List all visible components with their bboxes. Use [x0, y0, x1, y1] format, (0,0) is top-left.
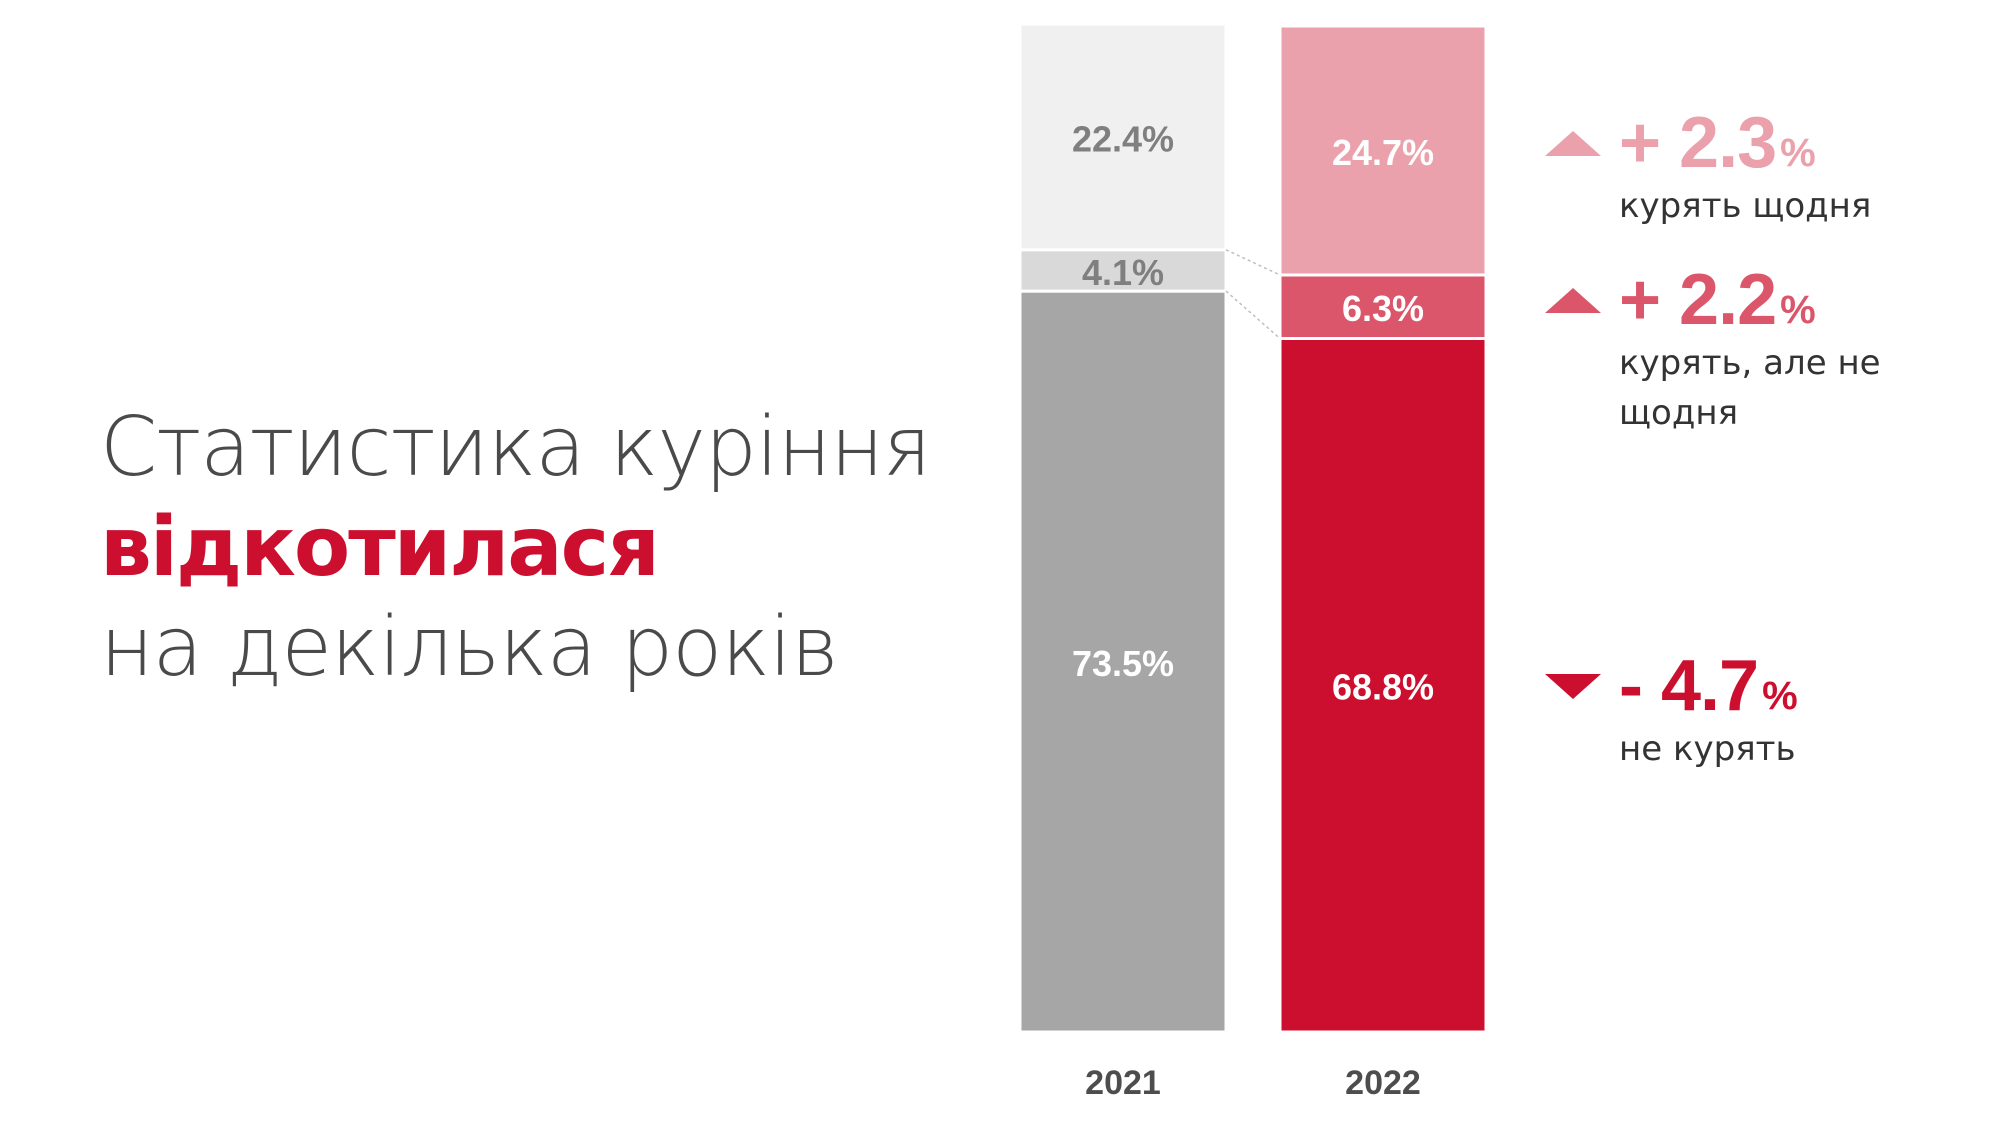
- data-label-2021-0: 73.5%: [1072, 643, 1174, 684]
- change-daily-desc: курять щодня: [1619, 186, 1872, 226]
- headline: Статистика куріння відкотилася на декіль…: [100, 398, 980, 698]
- change-non-smokers-row: - 4.7 %: [1545, 648, 1889, 724]
- change-non-daily-desc: курять, але не щодня: [1619, 343, 1881, 433]
- data-label-2022-1: 6.3%: [1342, 288, 1424, 329]
- change-daily-unit: %: [1780, 130, 1816, 175]
- change-non-smokers-value: - 4.7: [1619, 646, 1759, 726]
- bar-segment-2021-0: [1018, 289, 1228, 1034]
- change-daily-row: + 2.3 %: [1545, 105, 1889, 181]
- arrow-up-icon: [1545, 130, 1601, 156]
- data-label-2022-2: 24.7%: [1332, 132, 1434, 173]
- connector-line: [1225, 249, 1281, 276]
- year-label-2021: 2021: [1085, 1064, 1161, 1102]
- data-label-2021-1: 4.1%: [1082, 252, 1164, 293]
- headline-line-2: відкотилася: [100, 500, 660, 595]
- headline-line-1: Статистика куріння: [100, 400, 931, 495]
- change-non-smokers-desc: не курять: [1619, 729, 1796, 769]
- change-non-daily: + 2.2 % курять, але не щодня: [1545, 262, 1889, 438]
- change-non-daily-row: + 2.2 %: [1545, 262, 1889, 338]
- headline-line-3: на декілька років: [100, 600, 839, 695]
- bar-segment-2021-2: [1018, 22, 1228, 252]
- change-daily-value: + 2.3: [1619, 103, 1777, 183]
- change-daily: + 2.3 % курять щодня: [1545, 105, 1889, 231]
- bar-segment-2022-2: [1278, 24, 1488, 277]
- arrow-down-icon: [1545, 673, 1601, 699]
- change-non-smokers-unit: %: [1762, 673, 1798, 718]
- change-non-daily-unit: %: [1780, 287, 1816, 332]
- connector-line: [1225, 290, 1281, 340]
- year-label-2022: 2022: [1345, 1064, 1421, 1102]
- data-label-2021-2: 22.4%: [1072, 118, 1174, 159]
- change-non-smokers: - 4.7 % не курять: [1545, 648, 1889, 774]
- data-label-2022-0: 68.8%: [1332, 667, 1434, 708]
- change-non-daily-value: + 2.2: [1619, 260, 1777, 340]
- arrow-up-icon: [1545, 287, 1601, 313]
